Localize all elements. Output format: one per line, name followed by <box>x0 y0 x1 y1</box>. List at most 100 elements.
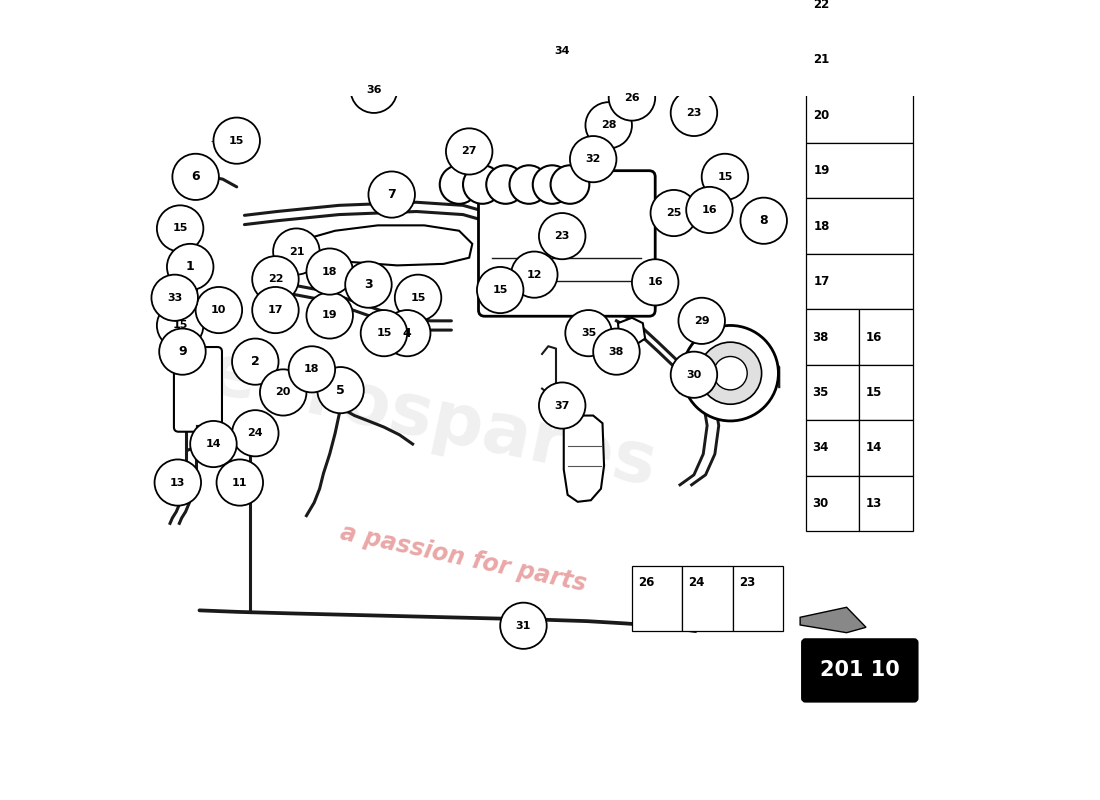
Circle shape <box>384 310 430 356</box>
Text: 9: 9 <box>178 345 187 358</box>
Circle shape <box>361 310 407 356</box>
Circle shape <box>190 421 236 467</box>
Circle shape <box>740 198 786 244</box>
Text: 27: 27 <box>462 146 477 157</box>
Text: 18: 18 <box>322 266 338 277</box>
Text: 6: 6 <box>191 170 200 183</box>
FancyBboxPatch shape <box>802 640 917 702</box>
Text: 38: 38 <box>608 346 624 357</box>
Circle shape <box>686 187 733 233</box>
Circle shape <box>345 262 392 308</box>
Circle shape <box>679 298 725 344</box>
Text: 16: 16 <box>648 278 663 287</box>
Text: 23: 23 <box>739 575 755 589</box>
Text: 15: 15 <box>410 293 426 302</box>
Circle shape <box>650 190 697 236</box>
FancyBboxPatch shape <box>805 198 913 254</box>
Text: 15: 15 <box>717 172 733 182</box>
Text: 37: 37 <box>554 401 570 410</box>
FancyBboxPatch shape <box>805 143 913 198</box>
Text: 18: 18 <box>304 364 320 374</box>
Circle shape <box>671 352 717 398</box>
Text: 30: 30 <box>686 370 702 380</box>
Circle shape <box>539 382 585 429</box>
Text: 25: 25 <box>667 208 682 218</box>
Circle shape <box>539 28 585 74</box>
Polygon shape <box>308 226 472 266</box>
Text: 23: 23 <box>686 108 702 118</box>
Text: 24: 24 <box>689 575 705 589</box>
Text: 4: 4 <box>403 326 411 340</box>
Text: 10: 10 <box>211 305 227 315</box>
FancyBboxPatch shape <box>805 476 859 531</box>
Text: 17: 17 <box>813 275 829 288</box>
Circle shape <box>551 166 590 204</box>
Polygon shape <box>563 415 604 502</box>
Text: 38: 38 <box>812 330 828 343</box>
Text: 17: 17 <box>267 305 283 315</box>
FancyBboxPatch shape <box>859 365 913 420</box>
Text: 20: 20 <box>275 387 290 398</box>
Circle shape <box>232 410 278 456</box>
Text: 8: 8 <box>759 214 768 227</box>
Text: 34: 34 <box>812 442 828 454</box>
Text: 26: 26 <box>638 575 654 589</box>
Text: 2: 2 <box>251 355 260 368</box>
Circle shape <box>593 329 640 374</box>
Text: 28: 28 <box>601 120 616 130</box>
Text: 22: 22 <box>267 274 283 284</box>
Polygon shape <box>626 287 656 313</box>
Text: 7: 7 <box>387 188 396 201</box>
FancyBboxPatch shape <box>805 420 859 476</box>
Text: 26: 26 <box>624 93 640 102</box>
Circle shape <box>317 367 364 414</box>
Text: 31: 31 <box>516 621 531 630</box>
Text: 23: 23 <box>554 231 570 241</box>
Circle shape <box>273 229 320 274</box>
Circle shape <box>440 166 478 204</box>
Text: 20: 20 <box>813 109 829 122</box>
Circle shape <box>532 166 572 204</box>
Text: 16: 16 <box>866 330 881 343</box>
Text: 21: 21 <box>813 54 829 66</box>
Text: 11: 11 <box>232 478 248 487</box>
Text: 32: 32 <box>585 154 601 164</box>
Circle shape <box>217 459 263 506</box>
Circle shape <box>631 259 679 306</box>
Circle shape <box>446 128 493 174</box>
Circle shape <box>157 302 204 349</box>
Circle shape <box>463 166 502 204</box>
Circle shape <box>213 118 260 164</box>
Text: 201 10: 201 10 <box>820 661 900 681</box>
Circle shape <box>585 102 631 148</box>
Circle shape <box>565 310 612 356</box>
Text: 5: 5 <box>337 384 345 397</box>
Circle shape <box>500 602 547 649</box>
Text: 14: 14 <box>866 442 881 454</box>
Text: 15: 15 <box>866 386 881 399</box>
Text: eurospares: eurospares <box>201 338 662 501</box>
Circle shape <box>539 213 585 259</box>
FancyBboxPatch shape <box>170 487 191 500</box>
Circle shape <box>157 206 204 251</box>
Circle shape <box>152 274 198 321</box>
Polygon shape <box>800 607 866 633</box>
FancyBboxPatch shape <box>174 347 222 432</box>
Text: 13: 13 <box>170 478 186 487</box>
FancyBboxPatch shape <box>733 566 783 631</box>
Text: 18: 18 <box>813 220 829 233</box>
Circle shape <box>682 326 779 421</box>
Text: 19: 19 <box>813 164 829 177</box>
FancyBboxPatch shape <box>859 476 913 531</box>
Circle shape <box>702 154 748 200</box>
Text: 29: 29 <box>694 316 710 326</box>
Text: 33: 33 <box>167 293 183 302</box>
Text: 19: 19 <box>322 310 338 321</box>
Circle shape <box>196 287 242 333</box>
Text: 15: 15 <box>376 328 392 338</box>
Circle shape <box>395 274 441 321</box>
Circle shape <box>232 338 278 385</box>
Text: 14: 14 <box>206 439 221 449</box>
Circle shape <box>608 74 656 121</box>
FancyBboxPatch shape <box>859 420 913 476</box>
